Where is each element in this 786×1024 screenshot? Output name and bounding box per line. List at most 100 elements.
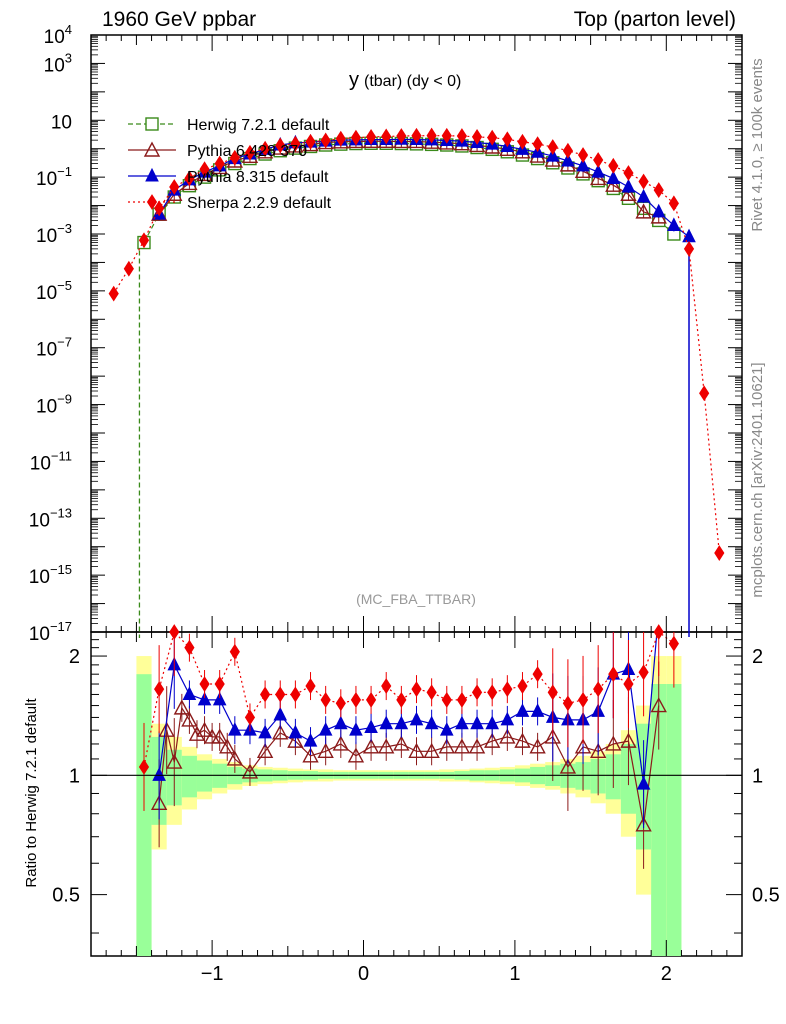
ratio-band-green — [651, 684, 667, 956]
data-point — [620, 185, 637, 201]
data-point — [411, 127, 422, 144]
main-ytick-base: 10 — [36, 169, 57, 190]
ratio-data-point — [181, 711, 198, 727]
main-ytick-base: 10 — [29, 510, 50, 531]
main-ytick-base: 10 — [29, 567, 50, 588]
ratio-data-point — [653, 624, 664, 640]
data-point — [154, 200, 165, 217]
ratio-data-point — [333, 715, 348, 730]
ratio-series-line — [158, 632, 658, 785]
data-point — [667, 217, 681, 231]
ratio-data-point — [487, 684, 498, 701]
main-ytick-base: 10 — [36, 397, 57, 418]
series-line — [158, 140, 659, 218]
side-label-top: Rivet 4.1.0, ≥ 100k events — [749, 58, 766, 231]
data-point — [636, 188, 651, 203]
ratio-data-point — [152, 767, 166, 781]
main-ytick-base: 10 — [44, 55, 65, 76]
header-left: 1960 GeV ppbar — [102, 8, 257, 31]
data-point — [335, 130, 346, 147]
main-ytick-exp: −5 — [57, 278, 72, 293]
ratio-data-point — [439, 722, 454, 736]
legend-marker — [146, 194, 158, 210]
main-ytick-exp: −3 — [57, 221, 72, 236]
data-point — [169, 179, 180, 195]
legend-marker — [143, 141, 161, 157]
ratio-data-point — [456, 691, 468, 708]
ratio-data-point — [468, 738, 486, 754]
ratio-data-point — [229, 643, 240, 660]
ratio-data-point — [365, 691, 377, 708]
ratio-data-point — [547, 684, 558, 701]
main-ytick-exp: −17 — [50, 619, 72, 634]
legend-label: Pythia 6.428 370 — [187, 143, 307, 160]
analysis-tag: (MC_FBA_TTBAR) — [356, 591, 476, 607]
ratio-data-point — [226, 750, 243, 766]
ratio-data-point — [532, 666, 543, 683]
data-point — [305, 133, 316, 150]
data-point — [635, 203, 652, 219]
data-point — [381, 128, 392, 145]
main-ytick-exp: −7 — [57, 335, 72, 350]
data-point — [532, 136, 543, 153]
ratio-data-point — [197, 691, 212, 706]
main-ytick-base: 10 — [44, 27, 65, 48]
ratio-data-point — [499, 728, 516, 744]
data-point — [517, 133, 528, 150]
ratio-data-point — [423, 742, 440, 758]
main-ytick-label: 10−1 — [36, 164, 72, 190]
main-ytick-base: 10 — [30, 453, 51, 474]
data-point — [668, 195, 679, 212]
xtick-label: −1 — [201, 963, 224, 985]
plot-title-var: y — [349, 69, 359, 91]
ratio-series — [138, 624, 679, 869]
data-point — [562, 142, 573, 159]
ratio-data-point — [455, 715, 469, 730]
data-point — [621, 178, 636, 193]
ratio-data-point — [500, 711, 515, 726]
ratio-data-point — [485, 715, 500, 730]
main-ytick-label: 10−5 — [36, 278, 72, 304]
data-point — [396, 128, 407, 144]
ratio-data-point — [593, 681, 604, 698]
ratio-data-point — [138, 759, 150, 775]
xtick-label: 2 — [661, 963, 672, 985]
main-ytick-label: 10−3 — [36, 221, 72, 247]
main-ytick-base: 10 — [51, 112, 72, 133]
data-point — [260, 140, 271, 157]
ratio-data-point — [196, 721, 213, 737]
data-point — [229, 149, 240, 166]
ratio-data-point — [562, 695, 573, 712]
data-point — [426, 127, 437, 144]
ratio-data-point — [424, 715, 439, 730]
main-ytick-label: 10−13 — [29, 505, 72, 531]
data-point — [350, 129, 362, 146]
ratio-data-point — [288, 724, 303, 739]
ratio-data-point — [484, 732, 501, 748]
ratio-data-point — [212, 691, 227, 706]
main-ytick-base: 10 — [36, 226, 57, 247]
data-point — [184, 170, 195, 187]
xtick-label: 0 — [358, 963, 369, 985]
ratio-data-point — [287, 732, 304, 748]
ratio-data-point — [590, 742, 607, 758]
ratio-data-point — [154, 681, 165, 698]
ratio-data-point — [559, 758, 577, 774]
legend-label: Pythia 8.315 default — [187, 169, 329, 186]
ratio-data-point — [362, 738, 380, 754]
ratio-data-point — [158, 721, 175, 737]
data-point — [471, 128, 483, 145]
ratio-data-point — [318, 722, 333, 736]
data-point — [138, 232, 150, 249]
ratio-ytick-label-right: 0.5 — [752, 885, 780, 907]
ratio-data-point — [471, 684, 483, 701]
data-point — [199, 161, 210, 178]
ratio-band-green — [666, 684, 682, 956]
ratio-data-point — [260, 686, 271, 703]
ratio-data-point — [409, 711, 424, 726]
data-point — [651, 203, 666, 218]
ratio-frame — [90, 631, 743, 957]
ratio-data-point — [394, 715, 409, 730]
header-right: Top (parton level) — [573, 8, 736, 31]
